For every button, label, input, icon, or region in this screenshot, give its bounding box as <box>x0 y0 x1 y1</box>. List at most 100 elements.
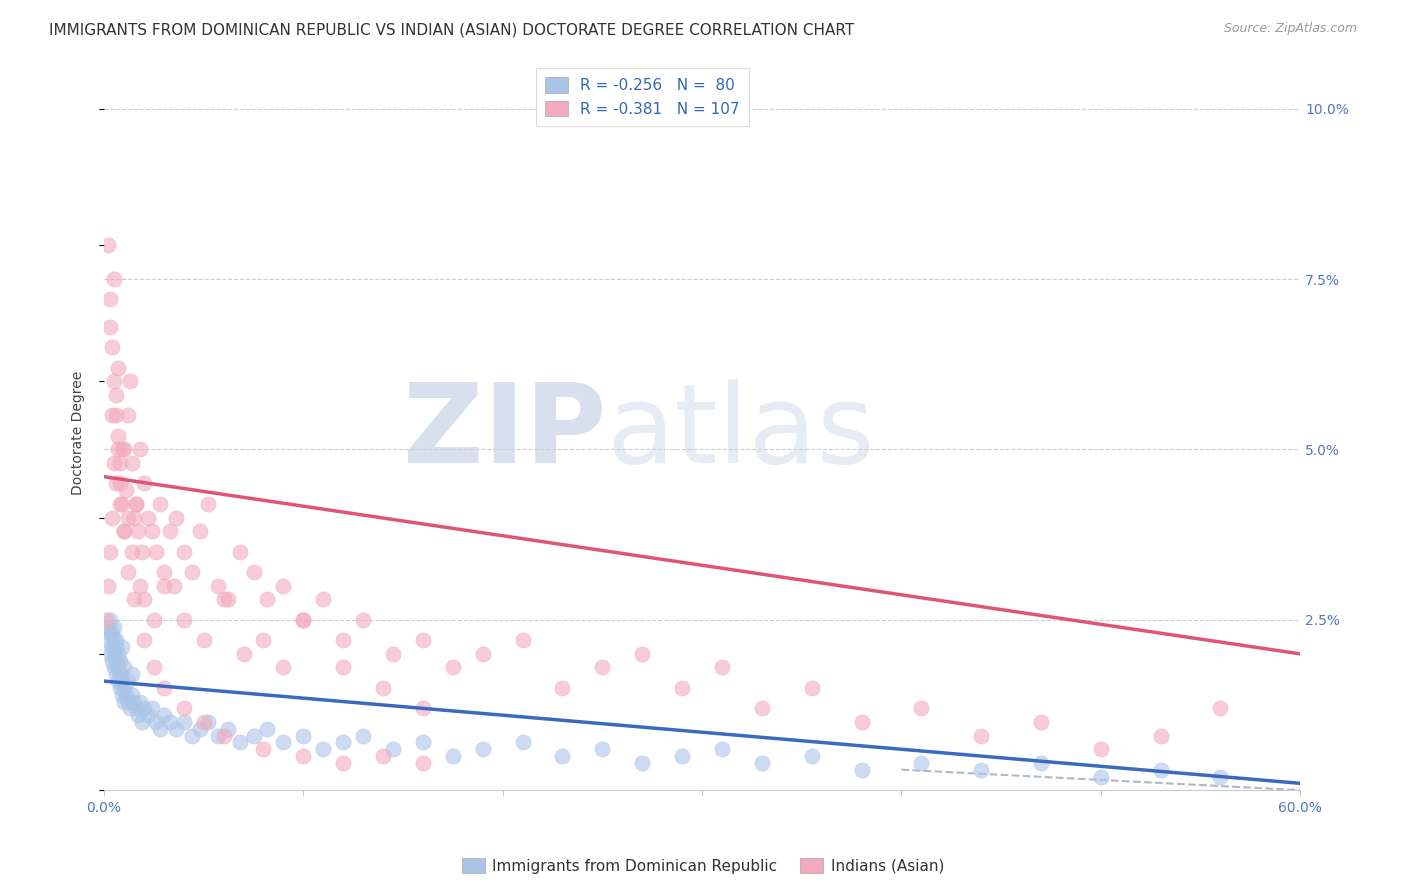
Point <box>142 660 165 674</box>
Text: Source: ZipAtlas.com: Source: ZipAtlas.com <box>1223 22 1357 36</box>
Point <box>97 619 120 633</box>
Text: IMMIGRANTS FROM DOMINICAN REPUBLIC VS INDIAN (ASIAN) DOCTORATE DEGREE CORRELATIO: IMMIGRANTS FROM DOMINICAN REPUBLIC VS IN… <box>49 22 855 37</box>
Point <box>112 660 135 674</box>
Point <box>332 660 354 674</box>
Point <box>127 708 149 723</box>
Point <box>136 510 159 524</box>
Point <box>104 654 127 668</box>
Point <box>132 701 155 715</box>
Point <box>512 633 534 648</box>
Point <box>252 633 274 648</box>
Point <box>193 714 215 729</box>
Point <box>117 510 139 524</box>
Point <box>103 272 125 286</box>
Point <box>188 722 211 736</box>
Point <box>104 388 127 402</box>
Point <box>103 456 125 470</box>
Point <box>173 544 195 558</box>
Point <box>128 442 150 457</box>
Text: atlas: atlas <box>606 379 875 486</box>
Point <box>98 626 121 640</box>
Point <box>173 714 195 729</box>
Point <box>98 613 121 627</box>
Point <box>112 694 135 708</box>
Point <box>121 544 143 558</box>
Point <box>107 660 129 674</box>
Text: ZIP: ZIP <box>404 379 606 486</box>
Point <box>128 579 150 593</box>
Point <box>115 688 138 702</box>
Point <box>412 756 434 770</box>
Point <box>152 681 174 695</box>
Point <box>352 729 374 743</box>
Point <box>125 497 148 511</box>
Point <box>1149 763 1171 777</box>
Point <box>132 476 155 491</box>
Point <box>256 592 278 607</box>
Point <box>101 654 124 668</box>
Point <box>101 340 124 354</box>
Point <box>207 579 229 593</box>
Point <box>441 660 464 674</box>
Point <box>180 729 202 743</box>
Point <box>173 701 195 715</box>
Point <box>131 714 153 729</box>
Point <box>242 729 264 743</box>
Point <box>108 476 131 491</box>
Point <box>108 667 131 681</box>
Point <box>332 756 354 770</box>
Point <box>165 510 187 524</box>
Point <box>910 701 932 715</box>
Point <box>152 579 174 593</box>
Point <box>312 592 335 607</box>
Point <box>108 654 131 668</box>
Point <box>131 544 153 558</box>
Point <box>112 524 135 539</box>
Point <box>97 238 120 252</box>
Point <box>111 442 134 457</box>
Point <box>256 722 278 736</box>
Point <box>128 694 150 708</box>
Point <box>107 674 129 689</box>
Point <box>292 613 315 627</box>
Point <box>104 476 127 491</box>
Point <box>292 729 315 743</box>
Point <box>382 742 405 756</box>
Point <box>232 647 254 661</box>
Point <box>1090 742 1112 756</box>
Point <box>104 633 127 648</box>
Point <box>112 442 135 457</box>
Point <box>193 633 215 648</box>
Point <box>121 667 143 681</box>
Point <box>101 626 124 640</box>
Point <box>197 714 219 729</box>
Point <box>159 714 181 729</box>
Point <box>228 735 250 749</box>
Point <box>163 579 186 593</box>
Point <box>252 742 274 756</box>
Point <box>371 681 394 695</box>
Point <box>1209 701 1232 715</box>
Point <box>132 592 155 607</box>
Point <box>101 640 124 654</box>
Point <box>103 633 125 648</box>
Point <box>228 544 250 558</box>
Point <box>98 319 121 334</box>
Point <box>292 749 315 764</box>
Point <box>141 701 163 715</box>
Point <box>242 565 264 579</box>
Point <box>471 647 494 661</box>
Point <box>111 640 134 654</box>
Point <box>1090 770 1112 784</box>
Point <box>121 688 143 702</box>
Point <box>212 592 235 607</box>
Point <box>165 722 187 736</box>
Point <box>217 722 239 736</box>
Point <box>125 497 148 511</box>
Point <box>125 701 148 715</box>
Point <box>149 497 172 511</box>
Point <box>591 742 613 756</box>
Point <box>104 409 127 423</box>
Point <box>512 735 534 749</box>
Point <box>710 742 733 756</box>
